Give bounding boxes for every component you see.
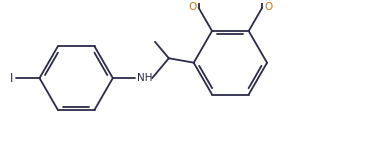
Text: O: O xyxy=(264,2,272,12)
Text: O: O xyxy=(188,2,197,12)
Text: NH: NH xyxy=(137,73,153,83)
Text: I: I xyxy=(10,72,13,85)
